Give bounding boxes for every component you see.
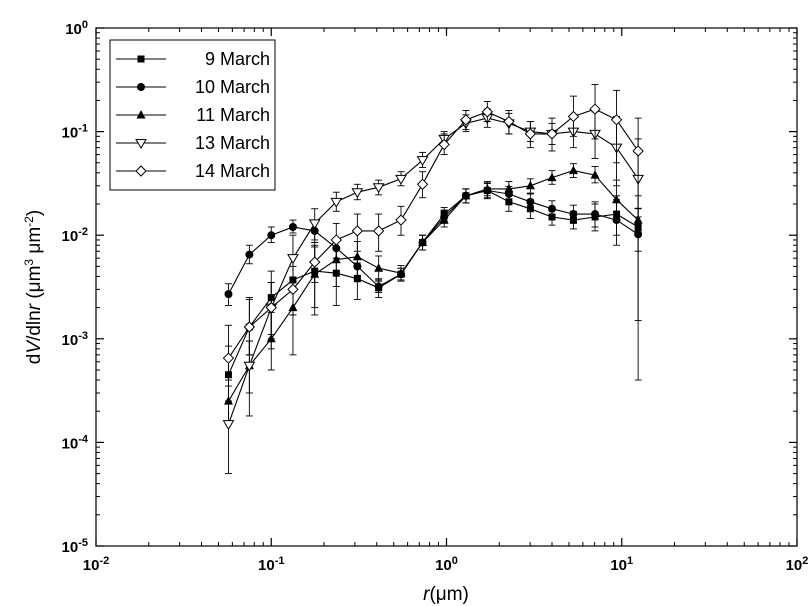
data-point bbox=[352, 251, 362, 261]
x-tick-label: 10-1 bbox=[258, 555, 284, 574]
x-tick-label: 101 bbox=[610, 555, 633, 574]
data-series bbox=[222, 84, 644, 475]
data-point bbox=[374, 282, 383, 291]
data-point bbox=[287, 254, 299, 265]
data-point bbox=[632, 145, 644, 157]
data-point bbox=[524, 128, 537, 140]
series-line bbox=[228, 170, 639, 402]
data-point bbox=[222, 352, 235, 364]
data-point bbox=[330, 197, 343, 208]
legend-marker bbox=[137, 83, 145, 91]
data-point bbox=[589, 103, 601, 115]
data-point bbox=[546, 128, 558, 140]
legend-label: 9 March bbox=[205, 49, 270, 69]
legend-marker bbox=[137, 55, 145, 63]
data-point bbox=[243, 361, 256, 372]
data-point bbox=[265, 301, 277, 314]
legend-label: 10 March bbox=[195, 77, 270, 97]
y-tick-label: 100 bbox=[65, 19, 88, 38]
legend-item: 9 March bbox=[116, 49, 270, 69]
data-point bbox=[569, 210, 578, 219]
data-point bbox=[288, 222, 297, 231]
data-point bbox=[309, 256, 321, 268]
data-point bbox=[267, 231, 276, 240]
series-line bbox=[227, 189, 639, 375]
data-point bbox=[372, 225, 385, 237]
data-point bbox=[374, 263, 384, 272]
data-point bbox=[461, 190, 471, 200]
legend: 9 March 10 March 11 March 13 March 14 March bbox=[109, 39, 276, 191]
y-tick-labels: 10-5 10-4 10-3 10-2 10-1 100 bbox=[62, 19, 89, 556]
legend-marker bbox=[135, 165, 147, 177]
data-point bbox=[610, 114, 623, 126]
data-point bbox=[243, 321, 256, 333]
data-point bbox=[590, 170, 600, 179]
data-point bbox=[222, 420, 235, 431]
x-tick-label: 102 bbox=[786, 555, 809, 574]
data-point bbox=[503, 115, 515, 128]
data-point bbox=[504, 183, 514, 193]
legend-marker bbox=[135, 139, 147, 149]
data-point bbox=[525, 180, 535, 190]
data-point bbox=[331, 254, 341, 264]
y-tick-label: 10-2 bbox=[62, 226, 88, 245]
data-point bbox=[353, 275, 361, 283]
data-point bbox=[612, 194, 622, 204]
data-point bbox=[482, 183, 492, 193]
x-tick-label: 10-2 bbox=[83, 555, 109, 574]
data-point bbox=[567, 110, 580, 123]
data-point bbox=[481, 106, 494, 118]
series-0 bbox=[224, 182, 642, 402]
data-point bbox=[416, 156, 429, 167]
data-point bbox=[308, 219, 321, 230]
series-4 bbox=[222, 84, 644, 387]
series-line bbox=[228, 108, 639, 359]
y-tick-label: 10-3 bbox=[62, 330, 88, 349]
data-point bbox=[547, 172, 557, 182]
data-point bbox=[351, 225, 364, 237]
legend-label: 13 March bbox=[195, 133, 270, 153]
data-point bbox=[416, 178, 429, 191]
y-axis-title: dV/dlnr (μm3 μm-2) bbox=[22, 210, 45, 364]
data-point bbox=[395, 174, 407, 185]
y-tick-label: 10-1 bbox=[62, 123, 88, 142]
legend-item: 13 March bbox=[116, 133, 270, 153]
data-point bbox=[591, 210, 600, 219]
y-tick-label: 10-4 bbox=[62, 433, 89, 452]
x-tick-labels: 10-2 10-1 100 101 102 bbox=[83, 555, 809, 574]
data-point bbox=[548, 204, 557, 213]
data-point bbox=[396, 268, 406, 277]
data-point bbox=[395, 214, 407, 226]
legend-item: 10 March bbox=[116, 77, 270, 97]
data-point bbox=[330, 234, 342, 246]
data-point bbox=[224, 290, 233, 299]
series-1 bbox=[224, 183, 643, 381]
data-point bbox=[418, 237, 428, 247]
data-point bbox=[568, 165, 578, 175]
y-tick-label: 10-5 bbox=[62, 537, 88, 556]
x-tick-label: 100 bbox=[435, 555, 458, 574]
axis-ticks bbox=[95, 27, 798, 547]
series-line bbox=[227, 117, 639, 425]
data-point bbox=[439, 215, 449, 224]
data-point bbox=[351, 188, 364, 199]
legend-marker bbox=[136, 110, 146, 119]
data-point bbox=[526, 197, 535, 206]
legend-label: 11 March bbox=[196, 105, 270, 125]
data-point bbox=[460, 114, 472, 126]
data-point bbox=[245, 250, 254, 259]
legend-item: 14 March bbox=[116, 161, 270, 181]
data-point bbox=[223, 396, 233, 405]
legend-entries: 9 March 10 March 11 March 13 March 14 March bbox=[116, 49, 270, 181]
data-point bbox=[438, 138, 450, 151]
data-point bbox=[372, 183, 385, 194]
legend-label: 14 March bbox=[195, 161, 270, 181]
x-axis-title: r(μm) bbox=[423, 584, 469, 605]
legend-item: 11 March bbox=[116, 105, 270, 125]
data-point bbox=[287, 283, 299, 296]
